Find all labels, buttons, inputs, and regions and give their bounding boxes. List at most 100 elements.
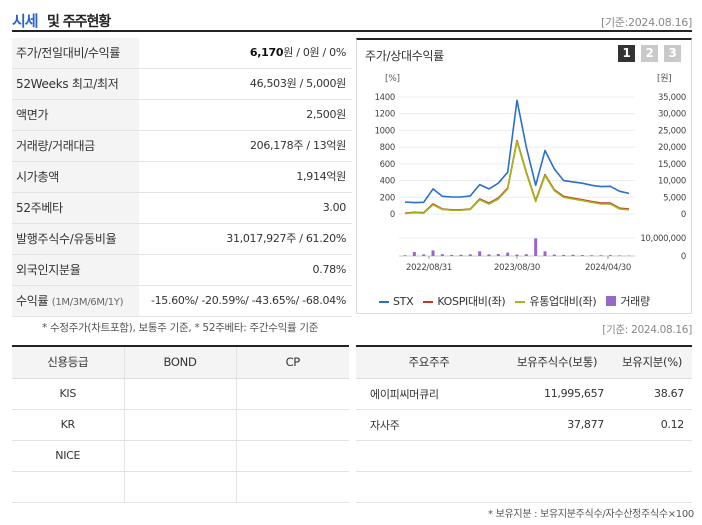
legend-item-volume: 거래량 — [606, 293, 650, 309]
table-row: KIS — [12, 378, 349, 410]
volume-bar — [422, 254, 426, 256]
legend-label: KOSPI대비(좌) — [437, 295, 506, 308]
section-title: 및 주주현황 — [47, 14, 111, 30]
chart-button-3[interactable]: 3 — [664, 45, 681, 62]
chart-button-1[interactable]: 1 — [618, 45, 635, 62]
volume-bar — [403, 255, 407, 256]
quote-value: 2,500원 — [306, 108, 346, 121]
chart-legend: STX KOSPI대비(좌) 유통업대비(좌) 거래량 — [379, 293, 660, 309]
credit-header: CP — [236, 345, 349, 379]
bond-rating — [124, 378, 237, 410]
bond-rating — [124, 471, 237, 503]
volume-bar — [431, 250, 435, 256]
quote-value: 206,178주 / 13억원 — [249, 139, 346, 152]
cp-rating — [236, 409, 349, 441]
quote-row: 52Weeks 최고/최저 46,503원 / 5,000원 — [12, 69, 352, 100]
series-line — [404, 140, 630, 215]
x-tick-label: 2024/04/30 — [585, 263, 631, 273]
returns-value: -15.60%/ -20.59%/ -43.65%/ -68.04% — [150, 294, 346, 307]
table-row: NICE — [12, 440, 349, 472]
legend-line-icon — [515, 301, 526, 303]
volume-bar — [524, 254, 528, 256]
holder-name — [356, 471, 502, 503]
holders-header: 주요주주 — [356, 345, 502, 379]
cp-rating — [236, 471, 349, 503]
bond-rating — [124, 409, 237, 441]
holder-percent — [612, 471, 692, 503]
holders-header: 보유주식수(보통) — [502, 345, 612, 379]
cp-rating — [236, 378, 349, 410]
price-value: 6,170 — [249, 46, 284, 59]
holder-shares — [502, 440, 612, 472]
y-left-tick-label: 1200 — [375, 110, 395, 120]
legend-line-icon — [379, 301, 389, 303]
quote-value: 46,503원 / 5,000원 — [249, 77, 346, 90]
volume-bar — [478, 251, 482, 256]
legend-square-icon — [606, 296, 617, 306]
asof-date: [기준:2024.08.16] — [600, 16, 692, 29]
volume-bar — [608, 255, 612, 256]
legend-line-icon — [423, 301, 434, 303]
quote-label: 액면가 — [12, 100, 139, 130]
asof-date-2: [기준: 2024.08.16] — [602, 324, 692, 336]
section-header: 시세 및 주주현황 [기준:2024.08.16] — [12, 8, 692, 32]
y-right-tick-label: 30,000 — [658, 110, 686, 120]
price-change: 원 / 0원 / 0% — [283, 46, 346, 59]
section-title-blue: 시세 — [12, 12, 39, 30]
legend-item-retail: 유통업대비(좌) — [515, 293, 597, 309]
volume-bar — [450, 254, 454, 256]
y-left-tick-label: 0 — [390, 210, 395, 220]
legend-label: 거래량 — [620, 295, 650, 308]
major-shareholders-table: 주요주주 보유주식수(보통) 보유지분(%) 에이피씨머큐리 11,995,657… — [356, 345, 692, 503]
credit-agency: KR — [12, 409, 125, 441]
legend-item-stx: STX — [379, 295, 414, 308]
quote-value: 1,914억원 — [296, 170, 346, 183]
y-left-tick-label: 800 — [380, 143, 395, 153]
y-left-tick-label: 1400 — [375, 93, 395, 103]
y-right-tick-label: 0 — [681, 210, 686, 220]
quote-label: 외국인지분율 — [12, 255, 139, 285]
credit-agency: KIS — [12, 378, 125, 410]
x-tick-label: 2022/08/31 — [406, 263, 452, 273]
returns-label-text: 수익률 — [16, 294, 49, 308]
volume-bar — [580, 255, 584, 256]
quote-label: 발행주식수/유동비율 — [12, 224, 139, 254]
volume-bar — [534, 238, 538, 256]
legend-item-kospi: KOSPI대비(좌) — [423, 293, 506, 309]
quote-value: 0.78% — [312, 263, 347, 276]
quote-label: 거래량/거래대금 — [12, 131, 139, 161]
volume-bar — [618, 255, 622, 256]
y-right-tick-label: 5,000 — [663, 193, 686, 203]
volume-bar — [496, 254, 500, 256]
volume-bar — [543, 251, 547, 256]
quote-label: 주가/전일대비/수익률 — [12, 38, 139, 68]
volume-bar — [562, 254, 566, 256]
volume-bar — [468, 254, 472, 256]
table-row: 에이피씨머큐리 11,995,657 38.67 — [356, 378, 692, 410]
quote-row: 시가총액 1,914억원 — [12, 162, 352, 193]
holder-name: 에이피씨머큐리 — [356, 378, 502, 410]
holder-shares: 37,877 — [502, 409, 612, 441]
x-tick-label: 2023/08/30 — [494, 263, 540, 273]
y-right-tick-label: 10,000 — [658, 177, 686, 187]
chart-button-2[interactable]: 2 — [641, 45, 658, 62]
y-right-tick-label: 15,000 — [658, 160, 686, 170]
y-left-tick-label: 600 — [380, 160, 395, 170]
credit-agency — [12, 471, 125, 503]
volume-bar — [599, 255, 603, 256]
quote-note: * 수정주가(차트포함), 보통주 기준, * 52주베타: 주간수익률 기준 — [42, 322, 319, 334]
series-line — [404, 99, 630, 204]
returns-label: 수익률 (1M/3M/6M/1Y) — [12, 286, 139, 316]
credit-agency: NICE — [12, 440, 125, 472]
quote-label: 시가총액 — [12, 162, 139, 192]
y-left-tick-label: 200 — [380, 193, 395, 203]
y-right-tick-label: 25,000 — [658, 126, 686, 136]
table-row — [356, 471, 692, 503]
credit-rating-table: 신용등급 BOND CP KIS KR NICE — [12, 345, 349, 503]
quote-table: 주가/전일대비/수익률 6,170원 / 0원 / 0% 52Weeks 최고/… — [12, 38, 352, 317]
credit-header: BOND — [124, 345, 237, 379]
holder-percent — [612, 440, 692, 472]
returns-row: 수익률 (1M/3M/6M/1Y) -15.60%/ -20.59%/ -43.… — [12, 286, 352, 317]
y-left-tick-label: 400 — [380, 177, 395, 187]
